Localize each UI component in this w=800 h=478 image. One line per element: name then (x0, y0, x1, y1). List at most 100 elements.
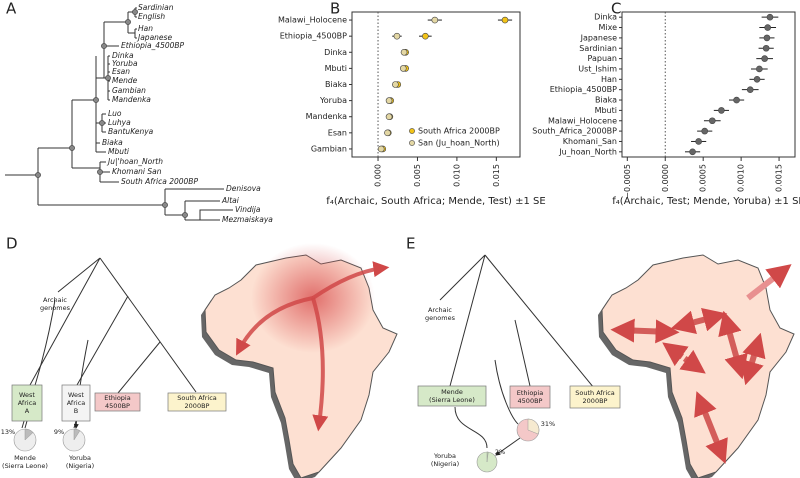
category-label: Dinka (324, 48, 347, 57)
category-label: Biaka (595, 96, 617, 105)
tree-leaf: Khomani San (112, 167, 162, 176)
tree-leaf: Denisova (226, 184, 261, 193)
pie-wedge (486, 451, 489, 463)
diagram-text: (Sierra Leone) (2, 462, 48, 470)
category-label: Ethiopia_4500BP (280, 32, 347, 41)
x-tick-label: −0.0005 (623, 164, 632, 199)
point (746, 86, 754, 93)
tree-nodes (35, 9, 188, 218)
tree-leaf: Gambian (112, 86, 146, 95)
point (689, 148, 696, 156)
population-box (569, 385, 621, 409)
diagram-text: A (25, 407, 30, 415)
tree-leaf: Han (138, 24, 153, 33)
pie-label: 9% (54, 428, 64, 436)
tree-leaf: Biaka (102, 138, 123, 147)
diagram-text: Africa (18, 399, 37, 407)
category-label: Ju_hoan_North (558, 147, 617, 156)
category-label: Mixe (598, 23, 617, 32)
category-label: Ust_Ishim (578, 64, 617, 73)
diagram-text: West (68, 391, 84, 399)
x-tick-label: 0.0010 (737, 164, 746, 192)
category-label: Gambian (311, 144, 347, 153)
x-tick-label: 0.0000 (661, 164, 670, 192)
tree-leaf: Vindija (235, 205, 261, 214)
point (384, 129, 391, 137)
tree-leaf: Yoruba (112, 59, 138, 68)
point (762, 44, 770, 52)
point (695, 138, 702, 145)
legend-label: South Africa 2000BP (418, 127, 500, 136)
diagram-text: 2000BP (185, 402, 210, 410)
point (764, 24, 771, 31)
diagram-text: (Sierra Leone) (429, 396, 475, 404)
tree-leaf: Sardinian (138, 3, 174, 12)
admixture-d (21, 299, 89, 428)
pie-wedge (73, 428, 81, 441)
tree-leaf: English (138, 12, 165, 21)
point (733, 96, 740, 104)
admixture-e (454, 359, 521, 455)
point (761, 55, 768, 62)
point (393, 32, 401, 40)
africa-map-e (598, 254, 795, 478)
category-label: Papuan (588, 54, 618, 63)
category-label: Han (601, 75, 617, 84)
population-box (61, 384, 91, 422)
category-label: Yoruba (319, 96, 347, 105)
population-box (509, 385, 551, 409)
diagram-text: South Africa (177, 394, 217, 402)
legend-marker (409, 128, 415, 134)
tree-leaf: Ethiopia_4500BP (121, 41, 185, 50)
category-label: Esan (328, 128, 347, 137)
pie-label: 31% (541, 420, 555, 428)
diagram-text: Mende (14, 454, 36, 462)
point (756, 65, 763, 73)
tree-leaf: Altai (221, 196, 240, 205)
x-tick-label: 0.015 (492, 164, 501, 187)
category-label: Malawi_Holocene (278, 16, 347, 25)
tree-leaf: Luhya (108, 118, 131, 127)
x-tick-label: 0.0005 (699, 164, 708, 192)
population-box (11, 384, 43, 422)
tree-leaf: Esan (112, 67, 130, 76)
legend-label: San (Ju_hoan_North) (418, 139, 500, 148)
panel-label: D (6, 235, 18, 253)
diagram-text: Ethiopia (517, 389, 543, 397)
tree-leaf: Ju|'hoan_North (106, 157, 163, 166)
point (385, 113, 393, 121)
category-label: Mbuti (595, 106, 617, 115)
category-label: South_Africa_2000BP (532, 127, 617, 136)
point (718, 107, 725, 114)
diagram-text: West (19, 391, 35, 399)
category-label: Ethiopia_4500BP (550, 85, 617, 94)
diagram-text: Ethiopia (104, 394, 130, 402)
diagram-text: Archaic (428, 306, 452, 314)
point (399, 65, 407, 72)
diagram-text: South Africa (575, 389, 615, 397)
population-box (94, 392, 141, 412)
category-label: Biaka (325, 80, 347, 89)
x-tick-label: 0.000 (374, 164, 383, 187)
tree-leaf: South Africa 2000BP (121, 177, 198, 186)
point (753, 76, 761, 83)
point (422, 32, 429, 40)
pie-label: 13% (1, 428, 15, 436)
diagram-text: Africa (67, 399, 86, 407)
point (763, 34, 771, 42)
diagram-text: genomes (40, 304, 71, 312)
pie-wedge (24, 428, 34, 441)
diagram-text: 4500BP (105, 402, 130, 410)
panel-label: C (611, 0, 621, 18)
tree-leaf: Luo (108, 109, 122, 118)
category-label: Mandenka (306, 112, 347, 121)
tree-leaf: Mbuti (108, 147, 130, 156)
category-label: Japanese (580, 33, 617, 42)
panel-label: B (330, 0, 340, 18)
tree-leaf: Japanese (136, 33, 172, 42)
tree-leaf: Dinka (112, 51, 134, 60)
point (385, 97, 393, 104)
panel-label: E (406, 235, 415, 253)
diagram-text: Archaic (43, 296, 67, 304)
